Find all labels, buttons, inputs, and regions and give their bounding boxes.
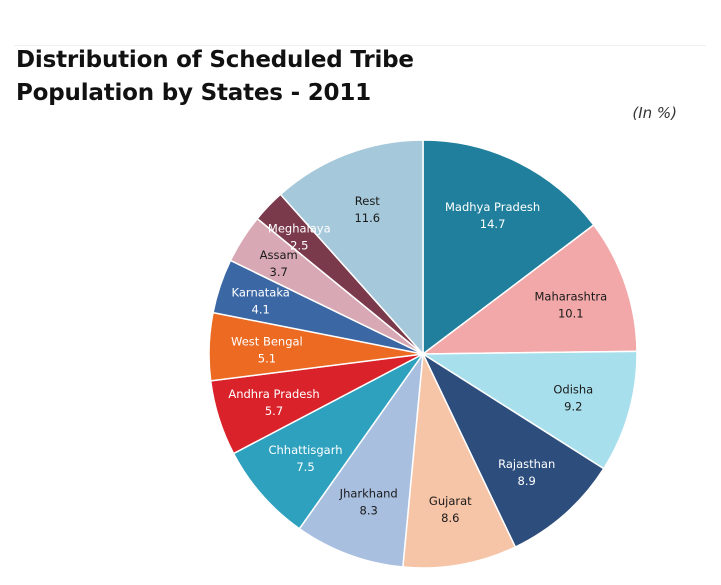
slice-value-west-bengal: 5.1: [258, 352, 276, 366]
pie-slice-rest: [279, 139, 424, 356]
slice-label-odisha: Odisha 9.2: [553, 383, 593, 414]
slice-value-gujarat: 8.6: [441, 511, 459, 525]
slice-label-madhya-pradesh: Madhya Pradesh 14.7: [445, 200, 540, 231]
slice-value-jharkhand: 8.3: [360, 504, 378, 518]
slice-name-rajasthan: Rajasthan: [498, 457, 555, 471]
slice-label-rest: Rest 11.6: [354, 194, 380, 225]
slice-name-chhattisgarh: Chhattisgarh: [268, 443, 342, 457]
pie-slice-chhattisgarh: [232, 353, 424, 530]
slice-value-maharashtra: 10.1: [558, 306, 584, 320]
pie-slice-rajasthan: [421, 351, 605, 549]
slice-name-assam: Assam: [260, 248, 298, 262]
slice-name-meghalaya: Meghalaya: [268, 222, 331, 236]
chart-title: Distribution of Scheduled Tribe Populati…: [16, 47, 414, 106]
slice-name-gujarat: Gujarat: [429, 494, 472, 508]
slice-value-chhattisgarh: 7.5: [296, 460, 314, 474]
pie-slice-odisha: [420, 350, 638, 470]
slice-label-rajasthan: Rajasthan 8.9: [498, 457, 555, 488]
slice-value-rajasthan: 8.9: [518, 474, 536, 488]
slice-value-karnataka: 4.1: [252, 303, 270, 317]
slice-label-karnataka: Karnataka 4.1: [232, 286, 290, 317]
slice-label-gujarat: Gujarat 8.6: [429, 494, 472, 525]
pie-slice-jharkhand: [298, 351, 425, 568]
slice-value-meghalaya: 2.5: [290, 239, 308, 253]
slice-label-maharashtra: Maharashtra 10.1: [534, 289, 607, 320]
slice-label-jharkhand: Jharkhand 8.3: [339, 487, 398, 518]
slice-label-assam: Assam 3.7: [260, 248, 298, 279]
slice-value-madhya-pradesh: 14.7: [480, 217, 506, 231]
pie-slice-madhya-pradesh: [422, 139, 595, 356]
slice-value-assam: 3.7: [270, 265, 288, 279]
slice-value-andhra-pradesh: 5.7: [265, 404, 283, 418]
slice-label-meghalaya: Meghalaya 2.5: [268, 222, 331, 253]
slice-name-andhra-pradesh: Andhra Pradesh: [228, 387, 319, 401]
slice-label-andhra-pradesh: Andhra Pradesh 5.7: [228, 387, 319, 418]
slice-name-karnataka: Karnataka: [232, 286, 290, 300]
slice-name-west-bengal: West Bengal: [231, 335, 303, 349]
slice-name-madhya-pradesh: Madhya Pradesh: [445, 200, 540, 214]
slice-name-rest: Rest: [355, 194, 381, 208]
slice-value-rest: 11.6: [354, 211, 380, 225]
unit-label: (In %): [632, 104, 677, 122]
header-divider: [14, 45, 706, 46]
slice-label-west-bengal: West Bengal 5.1: [231, 335, 303, 366]
slice-name-odisha: Odisha: [553, 383, 593, 397]
slice-name-maharashtra: Maharashtra: [534, 289, 607, 303]
slice-value-odisha: 9.2: [564, 400, 582, 414]
slice-label-chhattisgarh: Chhattisgarh 7.5: [268, 443, 342, 474]
pie-slice-maharashtra: [420, 223, 638, 355]
pie-slice-gujarat: [402, 351, 517, 569]
slice-name-jharkhand: Jharkhand: [339, 487, 398, 501]
